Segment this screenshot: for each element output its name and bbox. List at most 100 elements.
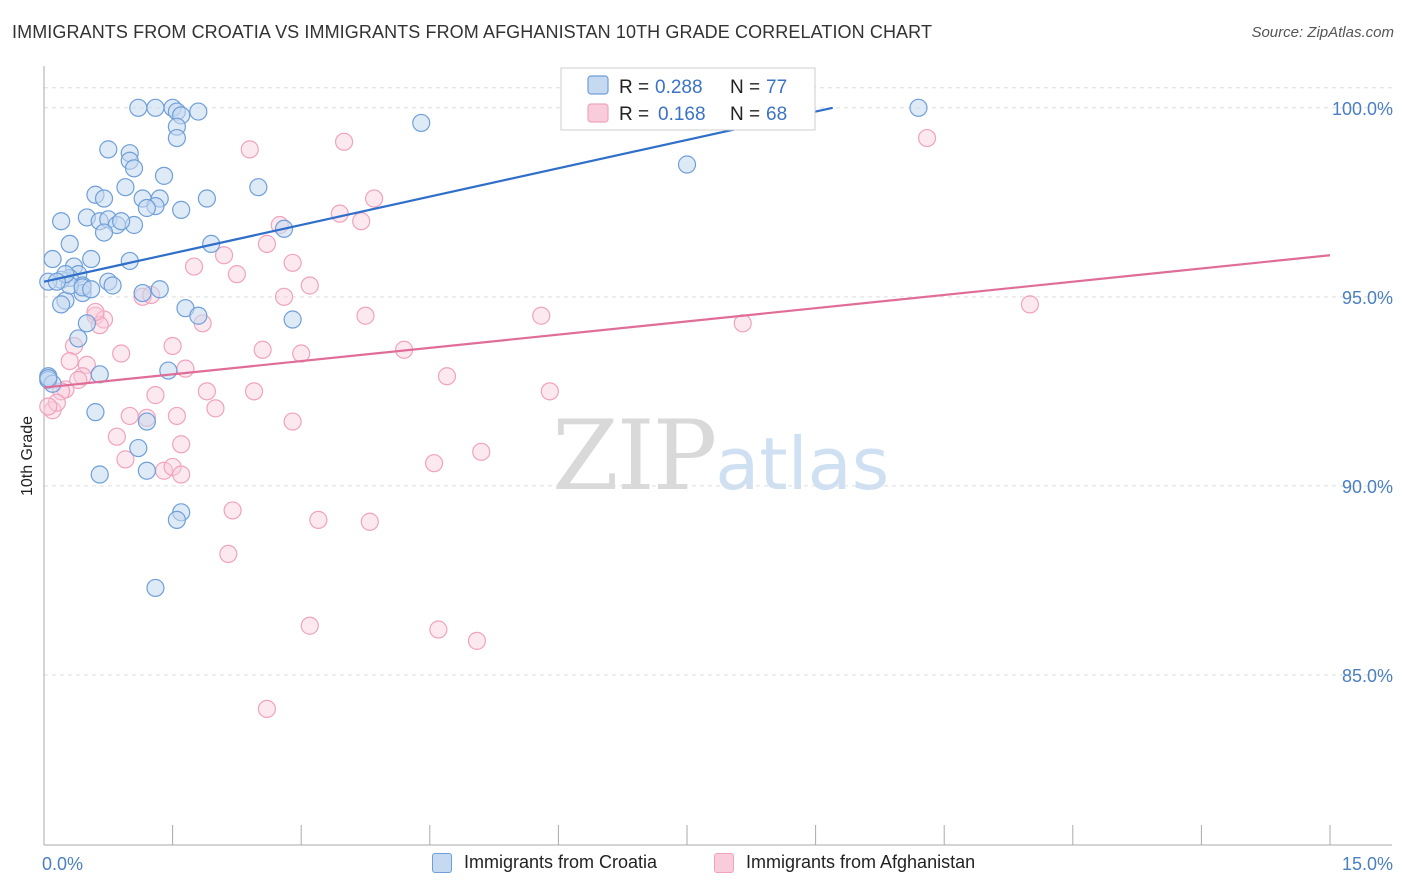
data-point xyxy=(330,204,349,223)
data-point xyxy=(146,98,165,117)
data-point xyxy=(167,406,186,426)
axes xyxy=(43,66,1392,846)
data-point xyxy=(352,212,371,231)
data-point xyxy=(240,140,259,159)
data-point xyxy=(39,397,58,416)
data-point xyxy=(356,306,375,325)
data-point xyxy=(137,198,156,218)
x-axis-ticks xyxy=(43,825,1331,845)
data-point xyxy=(677,155,697,174)
chart-source: Source: ZipAtlas.com xyxy=(1251,24,1394,41)
data-point xyxy=(112,344,131,363)
data-point xyxy=(412,113,431,133)
watermark-zip: ZIP xyxy=(552,400,717,512)
grid-lines xyxy=(44,87,1392,676)
data-point xyxy=(274,287,294,306)
data-point xyxy=(47,272,66,291)
data-point xyxy=(116,178,135,197)
stats-legend: R = 0.288 N = 77 R = 0.168 N = 68 xyxy=(560,67,816,131)
data-point xyxy=(129,98,148,117)
data-point xyxy=(82,280,101,299)
data-point xyxy=(253,340,272,359)
data-point xyxy=(283,310,302,329)
legend-r-value-1: 0.288 xyxy=(655,77,703,98)
trend-lines xyxy=(43,106,1331,389)
data-point xyxy=(154,166,174,185)
legend-swatch-croatia-bottom xyxy=(432,852,452,873)
data-point xyxy=(334,132,354,151)
data-point xyxy=(82,249,101,269)
legend-r-value-2: 0.168 xyxy=(658,104,706,125)
legend-item-afghanistan: Immigrants from Afghanistan xyxy=(714,852,975,873)
data-point xyxy=(107,427,126,446)
data-point xyxy=(129,438,148,458)
data-point xyxy=(150,280,169,299)
legend-label-croatia: Immigrants from Croatia xyxy=(464,852,658,872)
legend-swatch-croatia xyxy=(587,75,609,95)
y-tick-label: 90.0% xyxy=(1342,477,1393,497)
series-croatia-points xyxy=(39,98,928,598)
x-tick-label-max: 15.0% xyxy=(1342,854,1393,874)
legend-r-label-2: R = xyxy=(619,104,649,125)
legend-n-label-1: N = xyxy=(730,77,760,98)
data-point xyxy=(184,257,204,276)
data-point xyxy=(86,403,105,422)
data-point xyxy=(52,295,71,314)
data-point xyxy=(112,212,131,231)
data-point xyxy=(300,276,319,295)
trend-line-croatia xyxy=(43,106,833,283)
data-point xyxy=(424,454,444,473)
data-point xyxy=(60,351,79,371)
data-point xyxy=(69,329,88,348)
legend-n-label-2: N = xyxy=(730,104,760,125)
data-point xyxy=(472,442,491,461)
trend-line-afghanistan xyxy=(43,254,1331,389)
data-point xyxy=(146,386,165,405)
data-point xyxy=(532,306,551,325)
data-point xyxy=(467,631,487,650)
legend-label-afghanistan: Immigrants from Afghanistan xyxy=(746,852,976,872)
data-point xyxy=(197,382,216,401)
data-point xyxy=(39,369,58,388)
data-point xyxy=(244,382,264,401)
data-point xyxy=(159,361,178,380)
data-point xyxy=(77,355,96,374)
data-point xyxy=(167,510,186,529)
data-point xyxy=(917,128,937,148)
data-point xyxy=(214,246,234,265)
data-point xyxy=(189,102,208,121)
y-axis-title: 10th Grade xyxy=(19,416,36,496)
y-tick-label: 95.0% xyxy=(1342,288,1393,308)
data-point xyxy=(197,189,216,208)
data-point xyxy=(52,212,71,231)
data-point xyxy=(94,223,114,242)
data-point xyxy=(163,336,182,356)
x-tick-label-min: 0.0% xyxy=(42,854,83,874)
data-point xyxy=(146,578,165,598)
data-point xyxy=(103,276,122,295)
data-point xyxy=(116,450,135,469)
data-point xyxy=(124,159,144,178)
data-point xyxy=(219,544,238,564)
data-point xyxy=(309,510,328,529)
data-point xyxy=(60,234,79,254)
data-point xyxy=(99,140,118,159)
data-point xyxy=(1020,295,1040,314)
data-point xyxy=(257,234,277,254)
data-point xyxy=(43,249,62,269)
data-point xyxy=(167,128,186,148)
series-legend: Immigrants from Croatia Immigrants from … xyxy=(0,852,1406,878)
data-point xyxy=(257,699,277,719)
series-afghanistan-points xyxy=(39,98,1040,719)
data-point xyxy=(189,306,208,325)
watermark-atlas: atlas xyxy=(715,422,890,506)
data-point xyxy=(300,616,319,635)
data-point xyxy=(360,512,379,531)
data-point xyxy=(206,399,225,418)
legend-swatch-afghanistan-bottom xyxy=(714,852,734,873)
data-point xyxy=(172,465,191,484)
y-tick-label: 100.0% xyxy=(1332,99,1393,119)
data-point xyxy=(227,265,246,284)
data-point xyxy=(47,393,66,412)
